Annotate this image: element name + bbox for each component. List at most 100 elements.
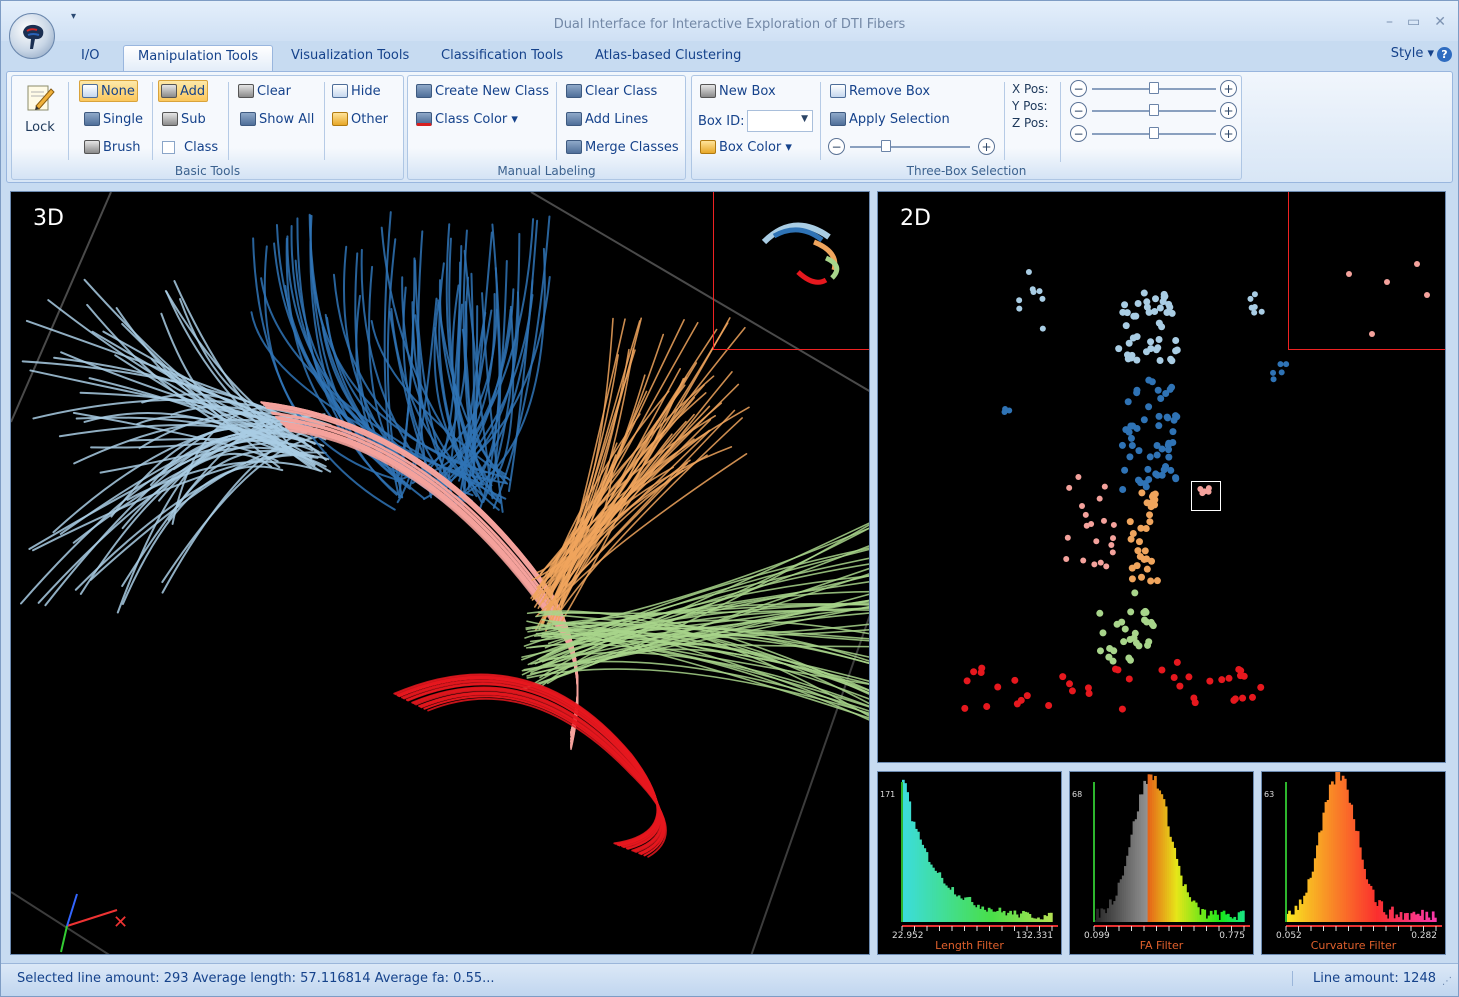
resize-grip-icon[interactable]: ⋰ (1442, 976, 1452, 987)
remove-box-button[interactable]: Remove Box (828, 80, 932, 102)
single-button[interactable]: Single (82, 108, 145, 130)
show-all-button[interactable]: Show All (238, 108, 316, 130)
help-icon[interactable]: ? (1437, 47, 1452, 62)
new-box-button[interactable]: New Box (698, 80, 778, 102)
brush-label: Brush (103, 139, 141, 155)
app-menu-button[interactable] (9, 13, 55, 59)
plus-icon[interactable]: + (978, 138, 995, 155)
sub-button[interactable]: Sub (160, 108, 208, 130)
3d-fiber-view[interactable]: 3D ✕ (10, 191, 870, 955)
add-icon (161, 84, 177, 98)
slider-thumb[interactable] (1149, 127, 1159, 139)
plus-icon[interactable]: + (1220, 80, 1237, 97)
tab-classification-tools[interactable]: Classification Tools (441, 48, 564, 63)
plus-icon[interactable]: + (1220, 102, 1237, 119)
histogram-max-count: 68 (1072, 790, 1083, 799)
box-id-dropdown[interactable]: ▼ (747, 110, 813, 132)
add-lines-button[interactable]: Add Lines (564, 108, 650, 130)
tab-io[interactable]: I/O (81, 48, 100, 63)
other-label: Other (351, 111, 388, 127)
tab-visualization-tools[interactable]: Visualization Tools (291, 48, 410, 63)
histogram-min-value: 0.052 (1276, 931, 1302, 941)
curvature-filter-histogram[interactable]: 63 0.052 0.282 Curvature Filter (1261, 771, 1446, 955)
y-pos-slider[interactable]: − + (1070, 100, 1240, 122)
clear-button[interactable]: Clear (236, 80, 293, 102)
clear-icon (238, 84, 254, 98)
single-select-icon (84, 112, 100, 126)
minus-icon[interactable]: − (1070, 125, 1087, 142)
hide-icon (332, 84, 348, 98)
line-amount-text: Line amount: 1248 (1292, 971, 1436, 986)
box-size-slider[interactable]: − + (828, 136, 998, 158)
lock-button[interactable]: Lock (18, 80, 62, 146)
class-color-dropdown[interactable]: Class Color ▾ (414, 108, 520, 130)
merge-classes-icon (566, 140, 582, 154)
merge-classes-label: Merge Classes (585, 139, 679, 155)
x-pos-slider[interactable]: − + (1070, 78, 1240, 100)
minus-icon[interactable]: − (1070, 102, 1087, 119)
none-button[interactable]: None (79, 80, 138, 102)
brain-logo-icon (23, 24, 44, 49)
apply-selection-icon (830, 112, 846, 126)
apply-selection-button[interactable]: Apply Selection (828, 108, 952, 130)
minimize-button[interactable]: – (1386, 14, 1394, 30)
remove-box-label: Remove Box (849, 83, 931, 99)
add-button[interactable]: Add (158, 80, 209, 102)
clear-class-button[interactable]: Clear Class (564, 80, 659, 102)
class-checkbox[interactable]: Class (160, 136, 220, 158)
brush-button[interactable]: Brush (82, 136, 143, 158)
quick-access-dropdown[interactable]: ▾ (71, 11, 77, 22)
slider-thumb[interactable] (880, 140, 891, 152)
slider-thumb[interactable] (1149, 104, 1159, 116)
other-button[interactable]: Other (330, 108, 390, 130)
show-all-icon (240, 112, 256, 126)
curvature-histogram-bars (1285, 772, 1442, 931)
box-color-icon (700, 140, 716, 154)
remove-box-icon (830, 84, 846, 98)
close-button[interactable]: ✕ (1434, 14, 1446, 30)
single-label: Single (103, 111, 143, 127)
histogram-max-count: 171 (880, 790, 896, 799)
slider-thumb[interactable] (1149, 82, 1159, 94)
manual-labeling-label: Manual Labeling (497, 164, 596, 178)
fiber-point-scatter (961, 269, 1290, 713)
tab-manipulation-tools[interactable]: Manipulation Tools (123, 45, 274, 72)
add-label: Add (180, 83, 206, 99)
fa-filter-histogram[interactable]: 68 0.099 0.775 FA Filter (1069, 771, 1254, 955)
histogram-min-value: 0.099 (1084, 931, 1110, 941)
tab-atlas-based-clustering[interactable]: Atlas-based Clustering (595, 48, 742, 63)
view-label-3d: 3D (33, 206, 64, 231)
three-box-selection-label: Three-Box Selection (906, 164, 1027, 178)
box-color-label: Box Color ▾ (719, 139, 792, 155)
folder-icon (332, 112, 348, 126)
minus-icon[interactable]: − (828, 138, 845, 155)
apply-selection-label: Apply Selection (849, 111, 950, 127)
z-pos-label: Z Pos: (1012, 116, 1049, 130)
view-label-2d: 2D (900, 206, 931, 231)
2d-minimap[interactable] (1288, 192, 1445, 350)
2d-embedding-view[interactable]: 2D (877, 191, 1446, 763)
hide-button[interactable]: Hide (330, 80, 383, 102)
3d-minimap[interactable] (713, 192, 869, 350)
plus-icon[interactable]: + (1220, 125, 1237, 142)
add-lines-icon (566, 112, 582, 126)
length-filter-histogram[interactable]: 171 22.952 132.331 Length Filter (877, 771, 1062, 955)
selection-box[interactable] (1191, 481, 1221, 511)
maximize-button[interactable]: ▭ (1407, 14, 1421, 30)
merge-classes-button[interactable]: Merge Classes (564, 136, 681, 158)
y-pos-label: Y Pos: (1012, 99, 1048, 113)
brush-icon (84, 140, 100, 154)
box-color-dropdown[interactable]: Box Color ▾ (698, 136, 794, 158)
class-checkbox-box[interactable] (162, 140, 175, 154)
sub-label: Sub (181, 111, 206, 127)
style-menu[interactable]: Style ▾ (1390, 46, 1434, 61)
length-histogram-bars (901, 779, 1058, 931)
minus-icon[interactable]: − (1070, 80, 1087, 97)
create-new-class-button[interactable]: Create New Class (414, 80, 551, 102)
z-pos-slider[interactable]: − + (1070, 123, 1240, 145)
none-label: None (101, 83, 135, 99)
clear-class-icon (566, 84, 582, 98)
clear-class-label: Clear Class (585, 83, 658, 99)
show-all-label: Show All (259, 111, 315, 127)
